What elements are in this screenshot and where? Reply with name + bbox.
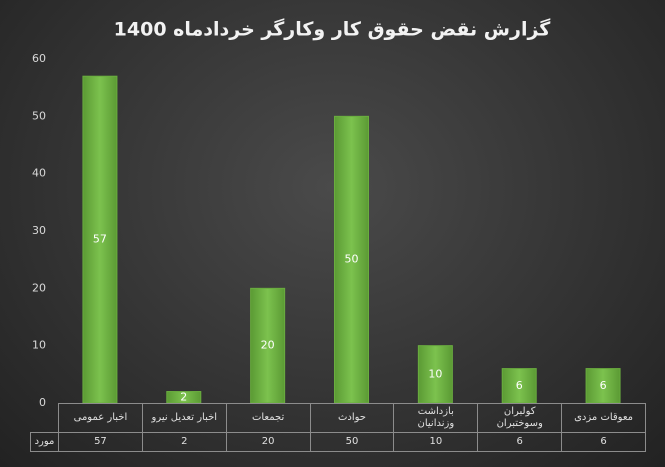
bar [166, 391, 202, 404]
table-value: 2 [141, 432, 227, 452]
bar [417, 345, 453, 404]
table-value: 50 [309, 432, 395, 452]
y-tick-label: 10 [32, 339, 46, 352]
x-tick-label: اخبار عمومی [58, 403, 143, 433]
data-label: 57 [93, 233, 107, 246]
data-label: 20 [261, 339, 275, 352]
table-value: 10 [393, 432, 479, 452]
y-tick-label: 0 [39, 396, 46, 409]
bar [585, 368, 621, 404]
x-tick-label: تجمعات [225, 403, 311, 433]
y-tick-label: 30 [32, 224, 46, 237]
x-tick-label: کولبران وسوختبران [477, 403, 563, 433]
table-value: 20 [225, 432, 311, 452]
x-tick-label: اخبار تعدیل نیرو [141, 403, 227, 433]
y-tick-label: 50 [32, 109, 46, 122]
table-value: 6 [477, 432, 563, 452]
y-tick-label: 40 [32, 167, 46, 180]
table-value: 6 [561, 432, 646, 452]
x-tick-label: بازداشت وزندانیان [393, 403, 479, 433]
y-tick-label: 20 [32, 281, 46, 294]
table-value: 57 [58, 432, 143, 452]
data-label: 6 [516, 379, 523, 392]
chart-title: گزارش نقض حقوق کار وکارگر خردادماه 1400 [114, 18, 552, 41]
bar [334, 115, 369, 404]
data-label: 10 [428, 367, 442, 380]
bar [82, 75, 118, 404]
y-tick-label: 60 [32, 52, 46, 65]
legend-label: مورد [30, 432, 59, 452]
x-tick-label: معوقات مزدی [561, 403, 646, 433]
data-label: 6 [600, 379, 607, 392]
x-tick-label: حوادث [309, 403, 395, 433]
data-label: 2 [180, 390, 187, 403]
data-label: 50 [345, 253, 359, 266]
